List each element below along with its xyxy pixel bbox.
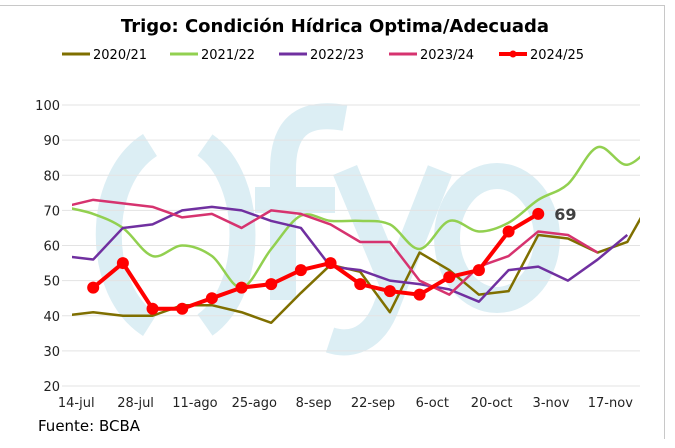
chart-frame: [0, 5, 665, 439]
series-line-2020-21: [72, 216, 640, 325]
x-tick-label: 28-jul: [117, 396, 154, 411]
watermark-shape: [270, 103, 348, 300]
y-tick-label: 40: [43, 310, 60, 325]
y-tick-label: 50: [43, 275, 60, 290]
x-tick-label: 17-nov: [588, 396, 633, 411]
data-point: [413, 288, 426, 301]
data-point: [443, 271, 456, 284]
legend-item: 2023/24: [389, 48, 474, 63]
y-tick-label: 30: [43, 345, 60, 360]
data-point: [502, 225, 515, 238]
legend-label: 2020/21: [93, 48, 147, 63]
data-point: [472, 264, 485, 277]
legend-item: 2020/21: [62, 48, 147, 63]
y-axis-ticks: 20 30 40 50 60 70 80 90 100: [35, 99, 60, 395]
legend-item: 2022/23: [279, 48, 364, 63]
data-point: [116, 257, 129, 270]
y-tick-label: 20: [43, 380, 60, 395]
source-note: Fuente: BCBA: [38, 417, 141, 435]
legend-item: 2021/22: [170, 48, 255, 63]
legend-label: 2024/25: [530, 48, 584, 63]
y-tick-label: 60: [43, 240, 60, 255]
watermark-shape: [325, 165, 453, 356]
data-label-last: 69: [554, 205, 576, 224]
legend-label: 2023/24: [420, 48, 474, 63]
x-tick-label: 8-sep: [296, 396, 332, 411]
y-tick-label: 70: [43, 204, 60, 219]
data-point: [294, 264, 307, 277]
series-line-2022-23: [72, 205, 629, 303]
x-tick-label: 11-ago: [172, 396, 217, 411]
x-tick-label: 25-ago: [232, 396, 277, 411]
data-point: [87, 281, 100, 294]
x-tick-label: 3-nov: [533, 396, 570, 411]
x-tick-label: 20-oct: [471, 396, 513, 411]
legend: 2020/21 2021/22 2022/23 2023/24 2024/25: [62, 48, 584, 63]
x-tick-label: 22-sep: [351, 396, 395, 411]
watermark-shape: [333, 165, 407, 295]
x-tick-label: 6-oct: [416, 396, 449, 411]
data-point: [265, 278, 278, 291]
watermark-shape: [434, 163, 560, 313]
chart-title: Trigo: Condición Hídrica Optima/Adecuada: [121, 16, 549, 37]
y-tick-label: 90: [43, 134, 60, 149]
x-tick-label: 14-jul: [58, 396, 95, 411]
series-line-2024-25: [91, 212, 540, 311]
data-point: [205, 292, 218, 305]
data-point: [354, 278, 367, 291]
data-point: [146, 302, 159, 315]
data-point: [176, 302, 189, 315]
legend-item: 2024/25: [499, 48, 584, 63]
data-point: [532, 207, 545, 220]
legend-label: 2022/23: [310, 48, 364, 63]
series-line-2023-24: [72, 198, 599, 296]
y-tick-label: 80: [43, 169, 60, 184]
data-point: [235, 281, 248, 294]
gridlines: [62, 104, 640, 387]
data-point: [324, 257, 337, 270]
legend-label: 2021/22: [201, 48, 255, 63]
series-line-2021-22: [72, 145, 640, 289]
series-lines: [72, 145, 640, 325]
x-axis-ticks: 14-jul 28-jul 11-ago 25-ago 8-sep 22-sep 6-oct…: [58, 396, 633, 411]
watermark-shape: [95, 134, 158, 336]
series-markers: 69: [87, 205, 577, 315]
data-point: [383, 285, 396, 298]
y-tick-label: 100: [35, 99, 60, 114]
legend-marker: [509, 50, 517, 58]
